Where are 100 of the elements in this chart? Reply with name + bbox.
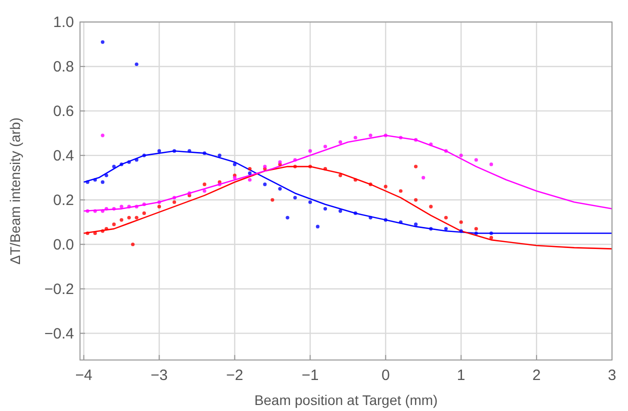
x-tick-label: 1 xyxy=(456,367,466,384)
point xyxy=(142,154,146,158)
point xyxy=(414,138,418,142)
point xyxy=(172,200,176,204)
y-tick-label: 0.8 xyxy=(53,58,74,76)
point xyxy=(398,220,403,224)
point xyxy=(112,164,116,168)
point xyxy=(134,62,138,66)
point xyxy=(398,189,403,193)
point xyxy=(444,149,448,153)
point xyxy=(157,204,162,208)
point xyxy=(414,198,418,202)
point xyxy=(308,164,312,168)
point xyxy=(338,140,342,144)
point xyxy=(316,224,320,228)
point xyxy=(127,160,131,164)
point xyxy=(368,216,372,220)
x-axis-title: Beam position at Target (mm) xyxy=(254,392,438,408)
point xyxy=(489,162,494,166)
point xyxy=(263,182,267,186)
point xyxy=(384,218,388,222)
point xyxy=(278,160,282,164)
point xyxy=(444,227,448,231)
point xyxy=(286,216,290,220)
y-tick-label: 1.0 xyxy=(53,14,74,31)
point xyxy=(278,186,282,191)
point xyxy=(202,182,206,186)
point xyxy=(218,154,222,158)
point xyxy=(429,204,433,208)
point xyxy=(354,211,358,216)
point xyxy=(354,136,358,140)
point xyxy=(120,204,124,208)
point xyxy=(422,176,426,180)
point xyxy=(474,231,478,236)
point xyxy=(104,206,108,211)
line-series xyxy=(83,134,613,212)
point xyxy=(86,231,90,236)
point xyxy=(127,204,131,208)
y-tick-label: 0.4 xyxy=(53,147,74,164)
point xyxy=(157,149,162,153)
point xyxy=(131,242,135,246)
point xyxy=(368,182,372,186)
point xyxy=(134,204,138,208)
x-tick-label: 0 xyxy=(381,367,390,384)
point xyxy=(232,162,236,166)
point xyxy=(86,180,90,184)
point xyxy=(100,229,104,233)
point xyxy=(157,200,162,204)
point xyxy=(263,164,267,168)
point xyxy=(308,149,312,153)
point xyxy=(308,200,312,204)
point xyxy=(398,136,403,140)
point xyxy=(100,134,104,138)
point xyxy=(120,162,124,166)
x-tick-label: 3 xyxy=(608,367,616,384)
point xyxy=(323,206,328,211)
point xyxy=(414,164,418,168)
point xyxy=(100,40,104,44)
point xyxy=(104,174,108,178)
point xyxy=(218,182,222,186)
line-series xyxy=(83,166,613,250)
point xyxy=(93,178,97,182)
point xyxy=(248,166,252,171)
point xyxy=(354,178,358,182)
point xyxy=(323,144,328,148)
point xyxy=(172,196,176,200)
point xyxy=(248,178,252,182)
point xyxy=(323,166,328,171)
point xyxy=(429,227,433,231)
point xyxy=(293,158,297,162)
point xyxy=(134,158,138,162)
point xyxy=(134,216,138,220)
y-tick-label: 0.6 xyxy=(53,102,74,120)
point xyxy=(142,202,146,206)
y-tick-label: 0.2 xyxy=(53,192,74,209)
y-tick-label: −0.2 xyxy=(44,280,74,298)
x-tick-label: −3 xyxy=(150,367,168,384)
point xyxy=(489,231,494,236)
point xyxy=(248,171,252,176)
line-series xyxy=(83,150,613,234)
point xyxy=(444,216,448,220)
point xyxy=(188,149,192,153)
point xyxy=(368,134,372,138)
point xyxy=(100,180,104,184)
point xyxy=(338,209,342,213)
point xyxy=(489,236,494,240)
point xyxy=(202,151,206,155)
point xyxy=(112,222,116,226)
point xyxy=(414,222,418,226)
x-tick-label: −2 xyxy=(226,367,244,384)
point xyxy=(459,229,463,233)
point xyxy=(270,198,274,202)
x-tick-label: −4 xyxy=(75,367,92,384)
point xyxy=(188,191,192,196)
point xyxy=(112,206,116,211)
point xyxy=(474,227,478,231)
y-axis-title: ΔT/Beam intensity (arb) xyxy=(7,117,23,265)
point xyxy=(338,174,342,178)
point xyxy=(104,227,108,231)
point xyxy=(384,134,388,138)
